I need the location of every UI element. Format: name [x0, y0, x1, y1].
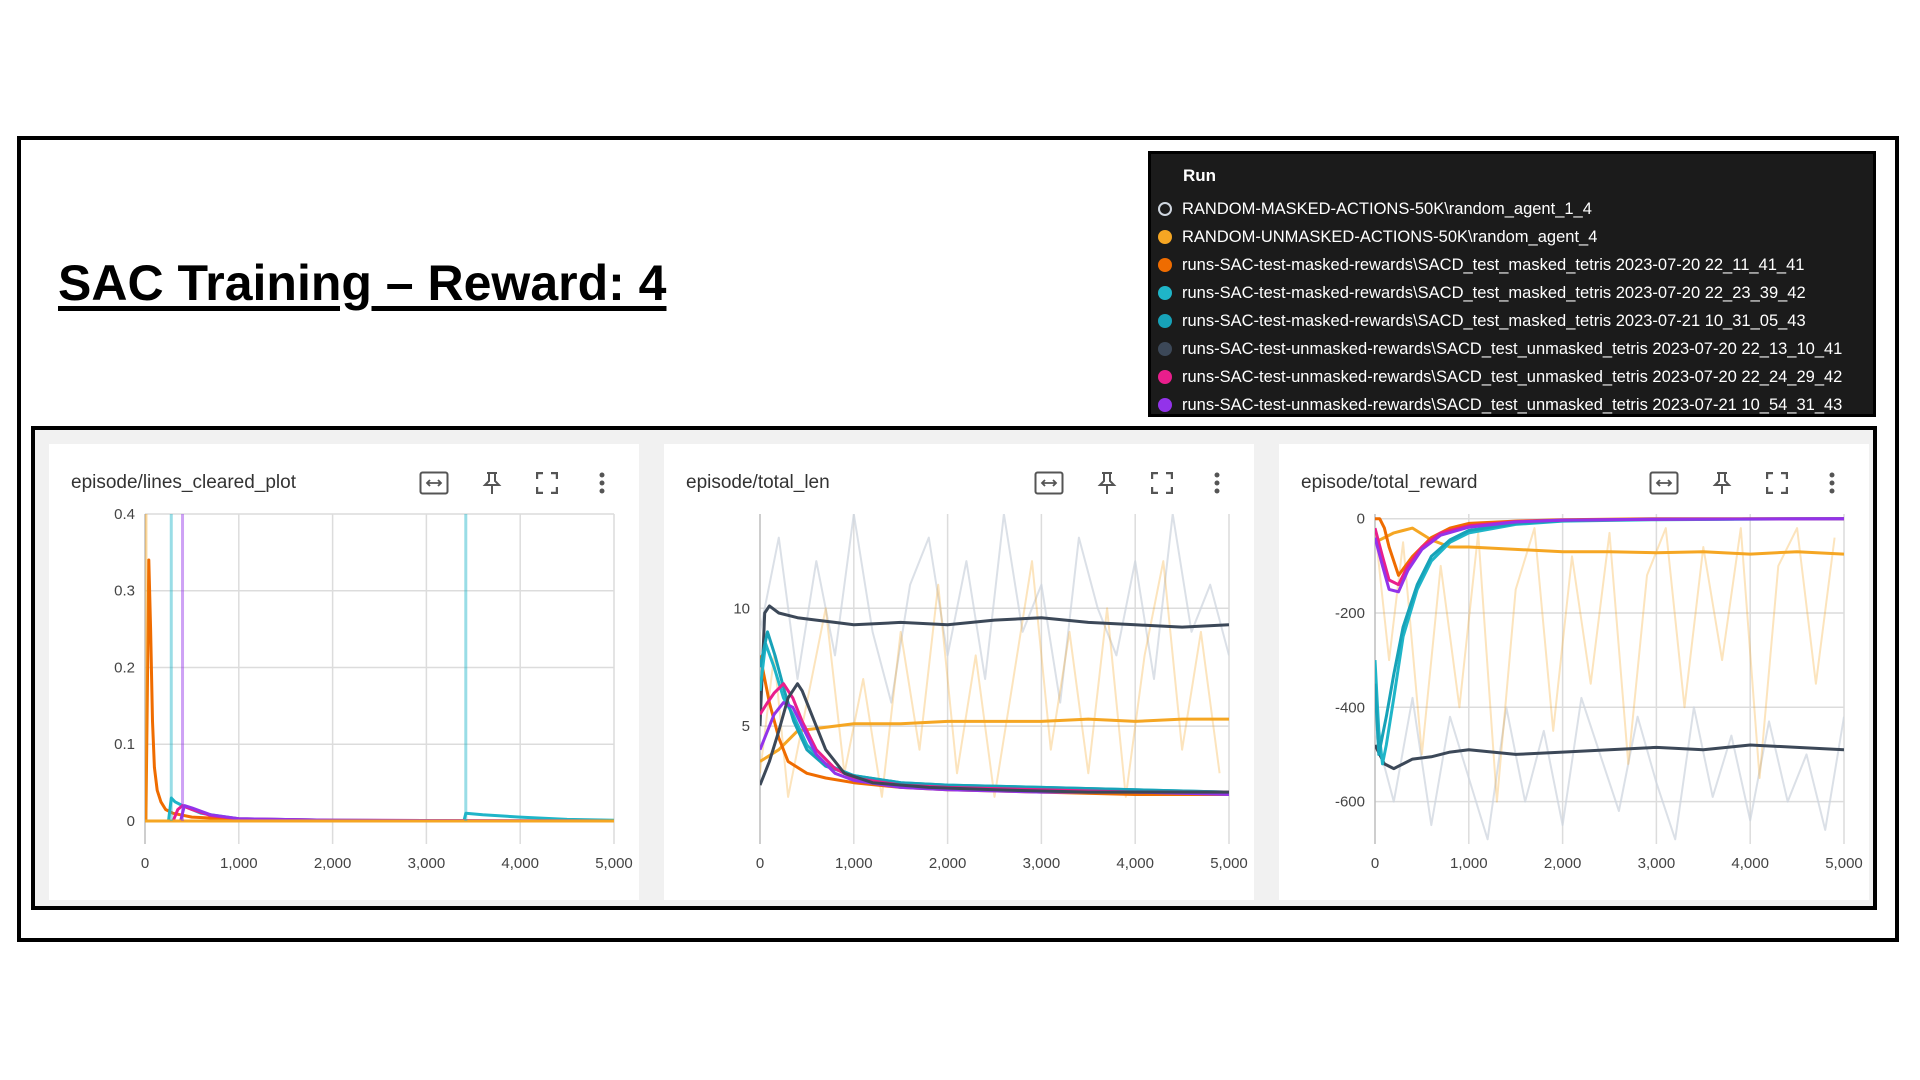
x-tick-label: 0 — [141, 855, 149, 872]
slide-frame — [17, 136, 1899, 942]
x-tick-label: 2,000 — [314, 855, 352, 872]
legend-item[interactable]: runs-SAC-test-unmasked-rewards\SACD_test… — [1158, 336, 1842, 362]
raw-series-line[interactable] — [760, 560, 1221, 798]
chart-title: episode/total_reward — [1301, 472, 1478, 493]
legend-color-dot — [1158, 398, 1172, 412]
smoothed-series-line[interactable] — [760, 682, 1229, 794]
smoothed-series-line[interactable] — [1375, 743, 1844, 771]
smoothed-series-line[interactable] — [1375, 517, 1844, 594]
y-tick-label: 0.1 — [114, 736, 135, 753]
chart-card: episode/total_reward 0 1,000 2,000 3,000 4,00… — [1279, 444, 1869, 900]
x-tick-label: 4,000 — [1731, 855, 1769, 872]
legend-run-label: runs-SAC-test-unmasked-rewards\SACD_test… — [1182, 339, 1843, 358]
chart-card: episode/lines_cleared_plot 0 1,000 2,000 3,0… — [49, 444, 639, 900]
y-tick-label: -600 — [1335, 794, 1365, 811]
pin-icon[interactable] — [475, 466, 509, 500]
series-group — [145, 514, 614, 823]
y-tick-label: -400 — [1335, 699, 1365, 716]
raw-series-line[interactable] — [760, 514, 1229, 704]
pin-icon[interactable] — [1090, 466, 1124, 500]
raw-series-line[interactable] — [1375, 696, 1844, 841]
pin-icon[interactable] — [1705, 466, 1739, 500]
legend-run-label: runs-SAC-test-unmasked-rewards\SACD_test… — [1182, 395, 1843, 414]
smoothed-series-line[interactable] — [145, 558, 614, 823]
smoothed-series-line[interactable] — [760, 604, 1229, 727]
slide-title: SAC Training – Reward: 4 — [58, 255, 667, 311]
legend-run-label: RANDOM-MASKED-ACTIONS-50K\random_agent_1… — [1182, 199, 1592, 218]
legend-item[interactable]: runs-SAC-test-masked-rewards\SACD_test_m… — [1158, 280, 1806, 306]
legend-run-label: runs-SAC-test-masked-rewards\SACD_test_m… — [1182, 283, 1806, 302]
x-tick-label: 4,000 — [501, 855, 539, 872]
x-tick-label: 3,000 — [408, 855, 446, 872]
y-tick-label: 5 — [742, 718, 750, 735]
chart-plot[interactable]: 0 1,000 2,000 3,000 4,000 5,000 5 10 — [664, 444, 1254, 900]
x-tick-label: 0 — [756, 855, 764, 872]
legend-run-label: runs-SAC-test-unmasked-rewards\SACD_test… — [1182, 367, 1843, 386]
legend-item[interactable]: RANDOM-MASKED-ACTIONS-50K\random_agent_1… — [1158, 196, 1592, 222]
legend-color-dot — [1158, 286, 1172, 300]
y-tick-label: 10 — [733, 600, 750, 617]
x-tick-label: 1,000 — [220, 855, 258, 872]
smoothed-series-line[interactable] — [760, 630, 1229, 794]
legend-item[interactable]: runs-SAC-test-unmasked-rewards\SACD_test… — [1158, 364, 1842, 390]
raw-series-line[interactable] — [1375, 527, 1836, 803]
legend-color-dot — [1158, 342, 1172, 356]
y-tick-label: 0.3 — [114, 583, 135, 600]
legend-run-label: RANDOM-UNMASKED-ACTIONS-50K\random_agent… — [1182, 227, 1598, 246]
x-tick-label: 4,000 — [1116, 855, 1154, 872]
y-tick-label: 0 — [1357, 511, 1365, 528]
chart-title: episode/lines_cleared_plot — [71, 472, 296, 493]
legend-color-dot — [1158, 314, 1172, 328]
legend-run-label: runs-SAC-test-masked-rewards\SACD_test_m… — [1182, 311, 1806, 330]
more-vert-icon[interactable] — [585, 466, 619, 500]
smoothed-series-line[interactable] — [760, 701, 1229, 796]
y-tick-label: 0.4 — [114, 506, 135, 523]
x-tick-label: 3,000 — [1638, 855, 1676, 872]
fullscreen-icon[interactable] — [1145, 466, 1179, 500]
smoothed-series-line[interactable] — [760, 655, 1229, 796]
fit-domain-icon[interactable] — [1032, 466, 1066, 500]
legend-color-dot — [1158, 258, 1172, 272]
more-vert-icon[interactable] — [1200, 466, 1234, 500]
charts-panel: episode/lines_cleared_plot 0 1,000 2,000 3,0… — [31, 426, 1877, 910]
series-group — [760, 514, 1229, 798]
y-tick-label: -200 — [1335, 605, 1365, 622]
x-tick-label: 5,000 — [1210, 855, 1248, 872]
legend-color-dot — [1158, 370, 1172, 384]
legend-item[interactable]: runs-SAC-test-masked-rewards\SACD_test_m… — [1158, 308, 1806, 334]
legend-item[interactable]: runs-SAC-test-masked-rewards\SACD_test_m… — [1158, 252, 1804, 278]
legend-item[interactable]: runs-SAC-test-unmasked-rewards\SACD_test… — [1158, 392, 1842, 418]
legend-color-dot — [1158, 230, 1172, 244]
legend-color-dot — [1158, 202, 1172, 216]
legend-item[interactable]: RANDOM-UNMASKED-ACTIONS-50K\random_agent… — [1158, 224, 1597, 250]
chart-plot[interactable]: 0 1,000 2,000 3,000 4,000 5,000 0 0.1 0.2 0.3 0.4 — [49, 444, 639, 900]
fit-domain-icon[interactable] — [417, 466, 451, 500]
x-tick-label: 2,000 — [929, 855, 967, 872]
more-vert-icon[interactable] — [1815, 466, 1849, 500]
chart-title: episode/total_len — [686, 472, 830, 493]
fullscreen-icon[interactable] — [1760, 466, 1794, 500]
run-legend: Run RANDOM-MASKED-ACTIONS-50K\random_age… — [1148, 151, 1876, 417]
chart-plot[interactable]: 0 1,000 2,000 3,000 4,000 5,000 0 -200 -400 -600 — [1279, 444, 1869, 900]
fullscreen-icon[interactable] — [530, 466, 564, 500]
fit-domain-icon[interactable] — [1647, 466, 1681, 500]
x-tick-label: 2,000 — [1544, 855, 1582, 872]
x-tick-label: 5,000 — [1825, 855, 1863, 872]
x-tick-label: 3,000 — [1023, 855, 1061, 872]
legend-run-label: runs-SAC-test-masked-rewards\SACD_test_m… — [1182, 255, 1805, 274]
x-tick-label: 0 — [1371, 855, 1379, 872]
y-tick-label: 0 — [127, 813, 135, 830]
smoothed-series-line[interactable] — [1375, 526, 1844, 556]
x-tick-label: 1,000 — [835, 855, 873, 872]
x-tick-label: 5,000 — [595, 855, 633, 872]
x-tick-label: 1,000 — [1450, 855, 1488, 872]
smoothed-series-line[interactable] — [1375, 517, 1844, 766]
chart-card: episode/total_len 0 1,000 2,000 3,000 4,000 5,… — [664, 444, 1254, 900]
y-tick-label: 0.2 — [114, 659, 135, 676]
series-group — [1375, 517, 1844, 841]
legend-header: Run — [1183, 166, 1217, 185]
smoothed-series-line[interactable] — [760, 682, 1229, 794]
